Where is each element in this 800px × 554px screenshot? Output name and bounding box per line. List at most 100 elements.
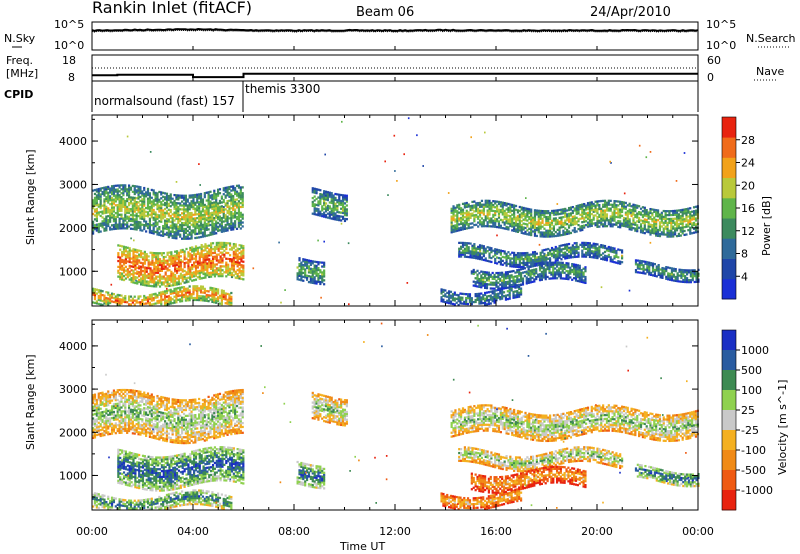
range-gate-cell (120, 223, 123, 226)
range-gate-cell (172, 260, 175, 263)
range-gate-cell (207, 212, 210, 215)
range-gate-cell (239, 196, 242, 199)
range-gate-cell (162, 209, 165, 212)
range-gate-cell (494, 225, 497, 228)
range-gate-cell (177, 281, 181, 284)
range-gate-cell (187, 268, 190, 272)
range-gate-cell (567, 230, 571, 233)
range-gate-cell (509, 205, 512, 208)
range-gate-cell (677, 223, 680, 226)
range-gate-cell (184, 196, 187, 199)
range-gate-cell (460, 245, 463, 248)
range-gate-cell (114, 204, 117, 207)
range-gate-cell (622, 203, 626, 206)
range-gate-cell (626, 221, 629, 225)
range-gate-cell (133, 299, 136, 302)
range-gate-cell (230, 264, 234, 267)
range-gate-cell (526, 207, 529, 210)
range-gate-cell (146, 205, 150, 208)
range-gate-cell (165, 196, 169, 199)
range-gate-cell (141, 277, 145, 281)
range-gate-cell (571, 244, 574, 247)
range-gate-cell (674, 227, 677, 230)
range-gate-cell (101, 226, 104, 229)
range-gate-cell (307, 261, 311, 264)
range-gate-cell (489, 283, 492, 286)
range-gate-cell (175, 233, 178, 236)
range-gate-cell (177, 267, 181, 270)
range-gate-cell (484, 225, 487, 228)
range-gate-cell (217, 259, 220, 262)
range-gate-cell (598, 221, 601, 224)
range-gate-cell (460, 253, 463, 256)
range-gate-cell (110, 294, 114, 297)
range-gate-cell (203, 289, 206, 292)
range-gate-cell (174, 258, 177, 261)
range-gate-cell (151, 271, 154, 274)
range-gate-cell (605, 259, 609, 262)
range-gate-cell (530, 261, 533, 264)
range-gate-cell (213, 251, 217, 254)
range-gate-cell (458, 251, 461, 254)
range-gate-cell (152, 297, 155, 300)
range-gate-cell (199, 222, 203, 225)
range-gate-cell (143, 298, 146, 302)
range-gate-cell (687, 219, 690, 222)
range-gate-cell (533, 260, 537, 263)
range-gate-cell (607, 199, 610, 202)
range-gate-cell (232, 252, 235, 255)
range-gate-cell (172, 282, 175, 285)
range-gate-cell (503, 217, 506, 220)
range-gate-cell (514, 261, 518, 264)
range-gate-cell (497, 224, 501, 227)
range-gate-cell (528, 257, 531, 260)
range-gate-cell (170, 259, 173, 262)
range-gate-cell (586, 217, 590, 220)
range-gate-cell (146, 300, 150, 303)
range-gate-cell (691, 222, 694, 225)
range-gate-cell (461, 245, 465, 248)
range-gate-cell (323, 273, 326, 276)
range-gate-cell (317, 212, 320, 215)
range-gate-cell (225, 263, 228, 266)
range-gate-cell (143, 268, 146, 271)
range-gate-cell (581, 205, 584, 208)
range-gate-cell (577, 212, 580, 215)
range-gate-cell (660, 215, 663, 218)
range-gate-cell (107, 207, 110, 210)
range-gate-cell (211, 267, 215, 270)
range-gate-cell (501, 273, 504, 276)
range-gate-cell (490, 205, 493, 208)
range-gate-cell (613, 199, 616, 203)
range-gate-cell (162, 252, 165, 255)
range-gate-cell (619, 224, 622, 227)
range-gate-cell (467, 203, 470, 206)
range-gate-cell (209, 298, 212, 301)
range-gate-cell (499, 253, 502, 256)
range-gate-cell (127, 215, 131, 218)
range-gate-cell (492, 249, 495, 252)
range-gate-cell (107, 193, 110, 196)
range-gate-cell (567, 214, 571, 217)
range-gate-cell (203, 217, 206, 220)
range-gate-cell (213, 195, 216, 198)
range-gate-cell (99, 291, 102, 294)
nsky-ticks (91, 46, 699, 50)
range-gate-cell (220, 222, 223, 226)
range-gate-cell (228, 293, 231, 296)
range-gate-cell (533, 209, 537, 212)
range-gate-cell (151, 273, 154, 276)
range-gate-cell (122, 245, 126, 248)
range-gate-cell (174, 281, 177, 285)
range-gate-cell (205, 211, 208, 214)
range-gate-cell (560, 224, 563, 227)
range-gate-cell (600, 246, 603, 249)
range-gate-cell (571, 252, 574, 255)
range-gate-cell (488, 225, 491, 228)
range-gate-cell (183, 265, 186, 269)
range-gate-cell (315, 260, 318, 264)
range-gate-cell (475, 255, 478, 258)
range-gate-cell (194, 209, 197, 212)
range-gate-cell (179, 217, 182, 221)
range-gate-cell (473, 250, 476, 254)
